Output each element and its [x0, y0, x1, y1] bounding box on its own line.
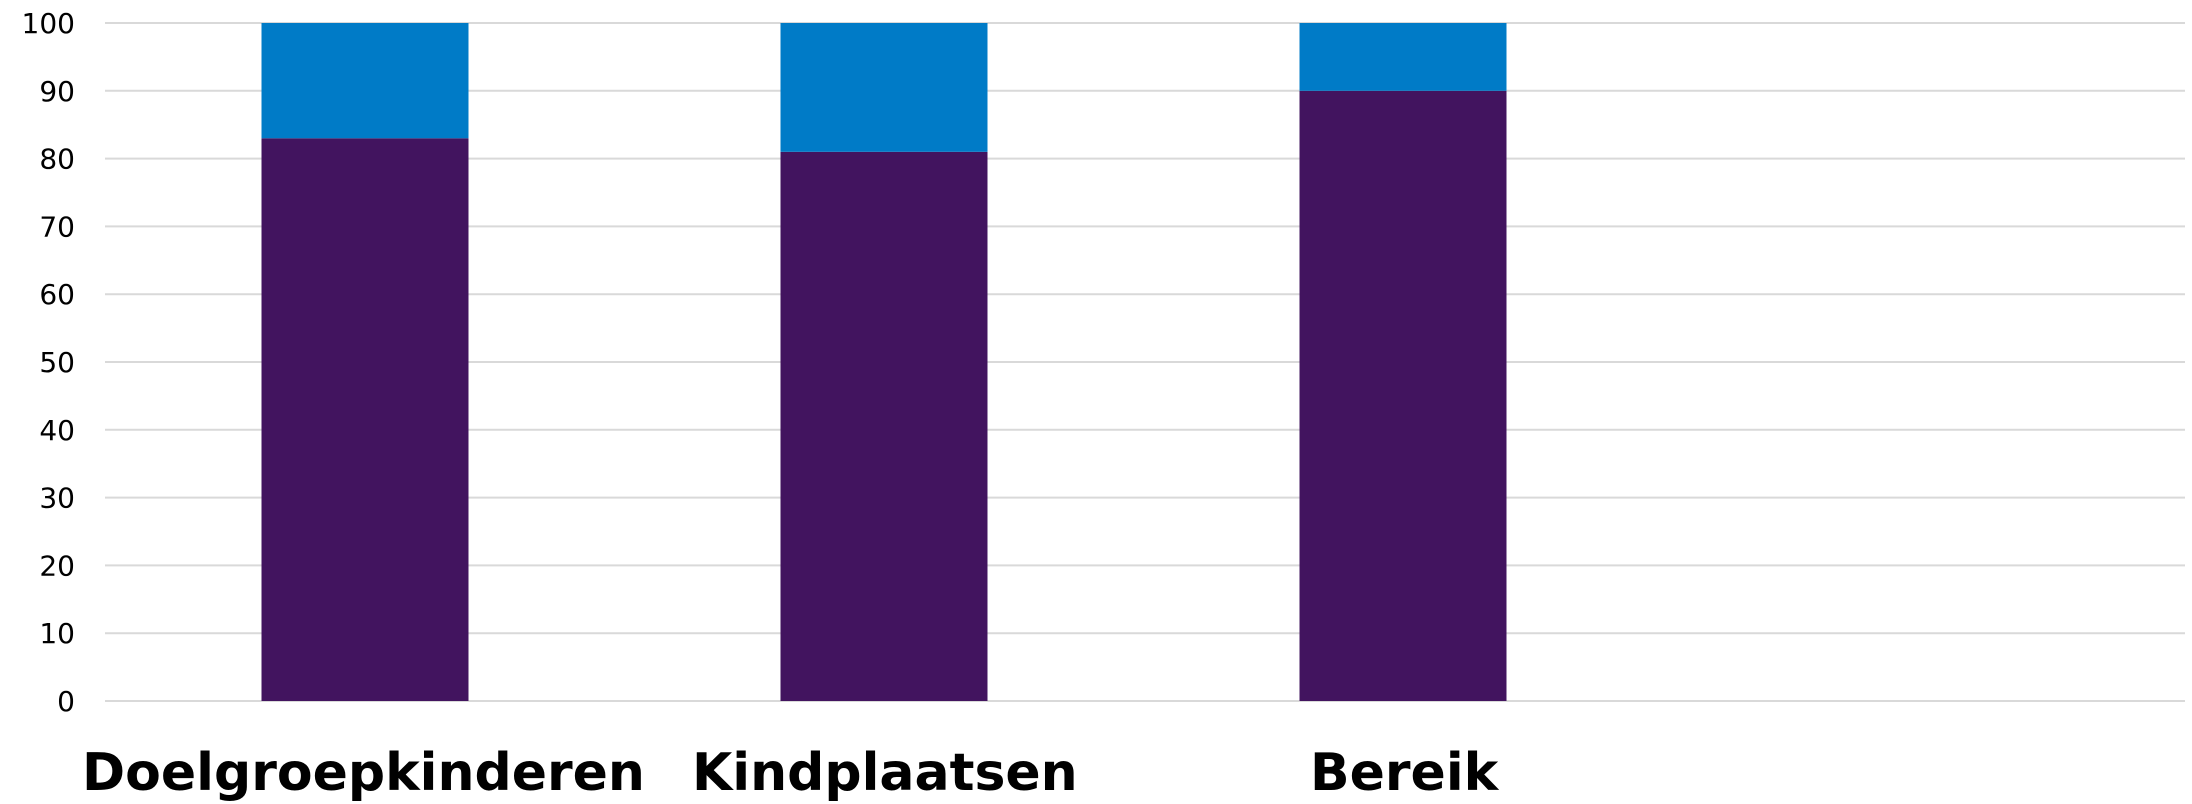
- y-tick-label: 50: [39, 346, 75, 379]
- category-label: Doelgroepkinderen: [82, 743, 645, 803]
- category-label: Kindplaatsen: [692, 743, 1078, 803]
- bar-segment-0-1: [261, 23, 469, 139]
- y-tick-label: 90: [39, 75, 75, 108]
- bar-segment-1-1: [780, 23, 988, 152]
- y-tick-label: 80: [39, 143, 75, 176]
- y-tick-label: 0: [57, 685, 75, 718]
- y-tick-label: 10: [39, 617, 75, 650]
- bar-segment-2-1: [1299, 23, 1507, 91]
- y-tick-label: 20: [39, 549, 75, 582]
- y-tick-label: 100: [22, 7, 75, 40]
- y-tick-label: 30: [39, 482, 75, 515]
- category-label: Bereik: [1310, 743, 1500, 803]
- category-labels: Doelgroepkinderen Kindplaatsen Bereik: [82, 743, 1500, 803]
- y-tick-label: 70: [39, 210, 75, 243]
- bar-segment-2-0: [1299, 90, 1507, 702]
- y-tick-label: 40: [39, 414, 75, 447]
- y-axis-ticks: 0 10 20 30 40 50 60 70 80 90 100: [22, 7, 75, 718]
- bar-segment-1-0: [780, 151, 988, 701]
- bar-segment-0-0: [261, 138, 469, 701]
- bars: [261, 23, 1507, 702]
- y-tick-label: 60: [39, 278, 75, 311]
